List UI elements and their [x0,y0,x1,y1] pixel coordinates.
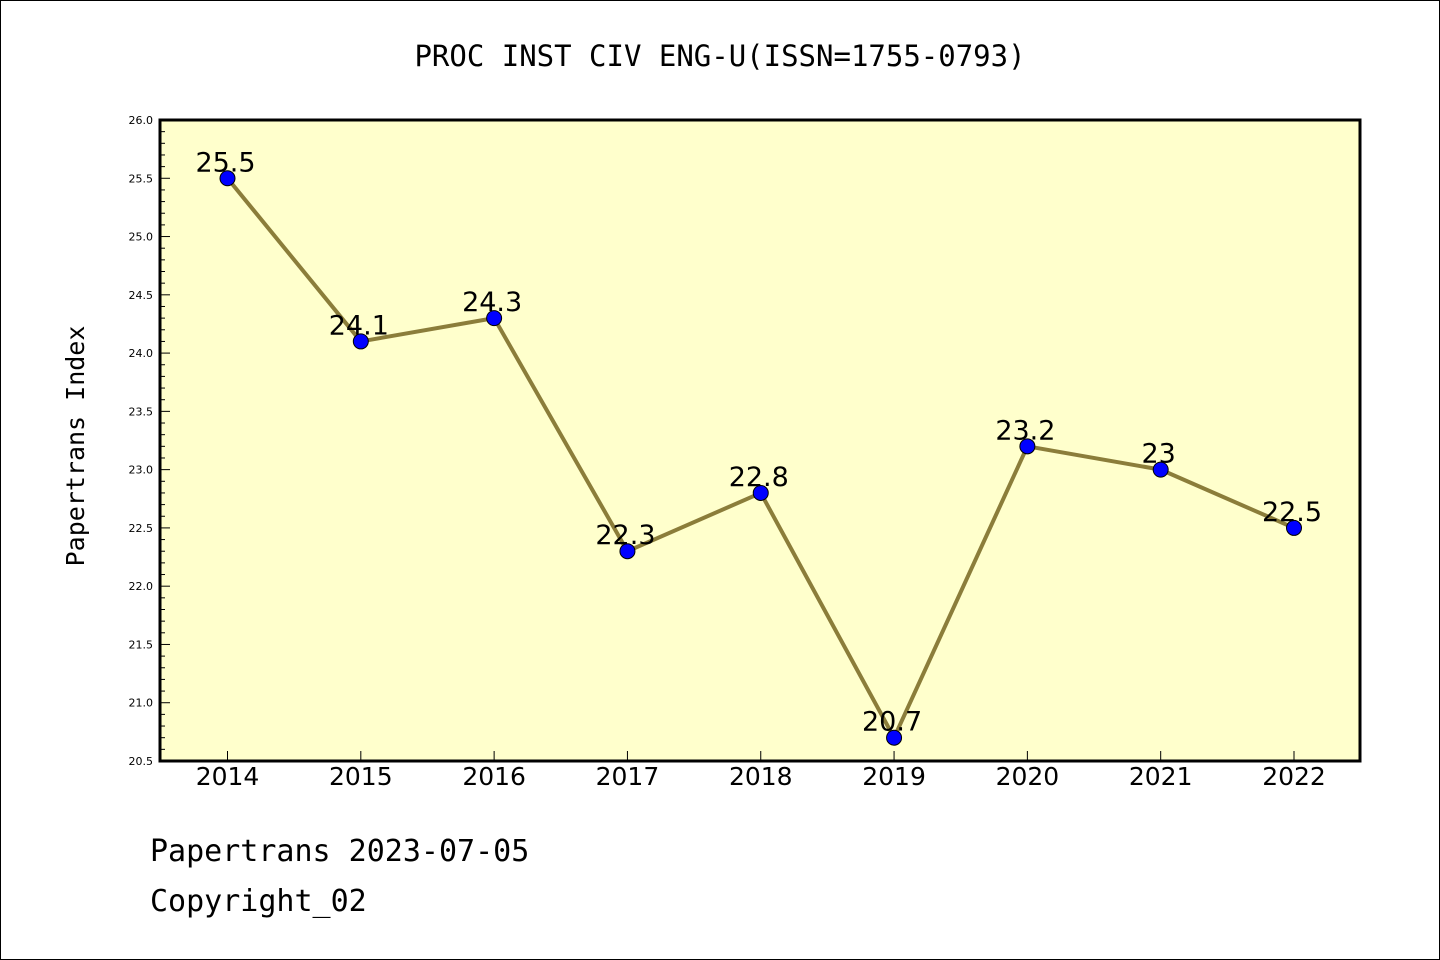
x-tick-label: 2014 [196,762,260,791]
y-tick-label: 25.0 [129,231,154,244]
data-label: 22.3 [595,520,655,551]
data-point [619,543,636,560]
data-points [219,170,1302,746]
data-label: 23 [1142,439,1176,470]
footer-copyright: Copyright_02 [150,884,367,919]
data-label: 23.2 [995,415,1055,446]
y-tick-label: 26.0 [129,114,154,127]
x-tick-label: 2017 [596,762,660,791]
y-tick-label: 23.5 [129,405,154,418]
data-label: 22.8 [729,462,789,493]
y-tick-label: 25.5 [129,172,154,185]
x-axis: 2014 2015 2016 2017 2018 2019 2020 2021 2022 [196,751,1326,791]
data-label: 25.5 [195,147,255,178]
x-tick-label: 2016 [462,762,526,791]
x-tick-label: 2015 [329,762,393,791]
y-tick-label: 21.0 [129,697,154,710]
y-tick-label: 20.5 [129,755,154,768]
data-label: 22.5 [1262,497,1322,528]
y-axis-label: Papertrans Index [61,326,90,567]
data-point [352,333,369,350]
footer-date: Papertrans 2023-07-05 [150,834,530,869]
data-point [219,170,236,187]
x-tick-label: 2019 [862,762,926,791]
data-labels: 25.5 24.1 24.3 22.3 22.8 20.7 23.2 23 22.5 [195,147,1322,737]
plot-border [158,118,1362,763]
plot-area [160,120,1360,761]
chart-title: PROC INST CIV ENG-U(ISSN=1755-0793) [414,39,1025,73]
data-label: 24.3 [462,287,522,318]
x-tick-label: 2022 [1262,762,1326,791]
y-tick-label: 22.5 [129,522,154,535]
y-tick-label: 23.0 [129,464,154,477]
y-tick-label: 21.5 [129,638,154,651]
data-point [1019,438,1036,455]
data-label: 24.1 [329,310,389,341]
data-label: 20.7 [862,707,922,738]
y-tick-label: 22.0 [129,580,154,593]
x-tick-label: 2020 [996,762,1060,791]
y-tick-label: 24.5 [129,289,154,302]
x-tick-label: 2018 [729,762,793,791]
y-tick-label: 24.0 [129,347,154,360]
data-point [486,310,503,327]
data-point [1152,461,1169,478]
x-tick-label: 2021 [1129,762,1193,791]
data-point [1286,519,1302,536]
data-point [752,484,769,501]
data-point [886,729,903,746]
